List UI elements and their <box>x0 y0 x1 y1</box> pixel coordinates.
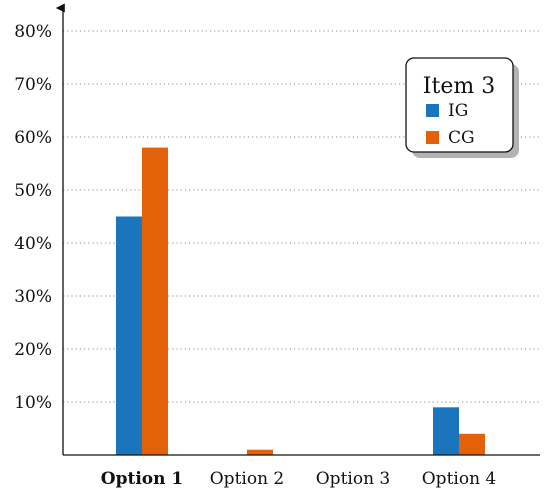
legend-label-cg: CG <box>448 128 475 148</box>
legend-label-ig: IG <box>448 101 468 121</box>
bar-cg-4 <box>459 433 485 455</box>
y-tick-label: 80% <box>14 22 52 42</box>
y-tick-label: 10% <box>14 393 52 413</box>
bar-cg-1 <box>142 147 168 455</box>
legend-title: Item 3 <box>423 74 495 99</box>
y-tick-label: 50% <box>14 181 52 201</box>
legend-swatch-cg <box>426 131 439 144</box>
y-tick-label: 30% <box>14 287 52 307</box>
legend-swatch-ig <box>426 104 439 117</box>
y-tick-label: 70% <box>14 75 52 95</box>
category-label: Option 3 <box>316 469 391 489</box>
category-labels: Option 1 Option 2 Option 3 Option 4 <box>101 469 496 489</box>
category-label: Option 2 <box>210 469 285 489</box>
bar-ig-1 <box>116 216 142 455</box>
bar-cg-2 <box>247 449 273 455</box>
legend: Item 3 IG CG <box>405 57 519 158</box>
y-tick-label: 60% <box>14 128 52 148</box>
y-tick-label: 40% <box>14 234 52 254</box>
y-tick-labels: 10% 20% 30% 40% 50% 60% 70% 80% <box>14 22 52 413</box>
category-label: Option 4 <box>422 469 497 489</box>
y-tick-label: 20% <box>14 340 52 360</box>
category-label: Option 1 <box>101 469 183 489</box>
bar-ig-4 <box>433 407 459 455</box>
bars <box>116 147 485 455</box>
legend-box <box>405 57 514 153</box>
